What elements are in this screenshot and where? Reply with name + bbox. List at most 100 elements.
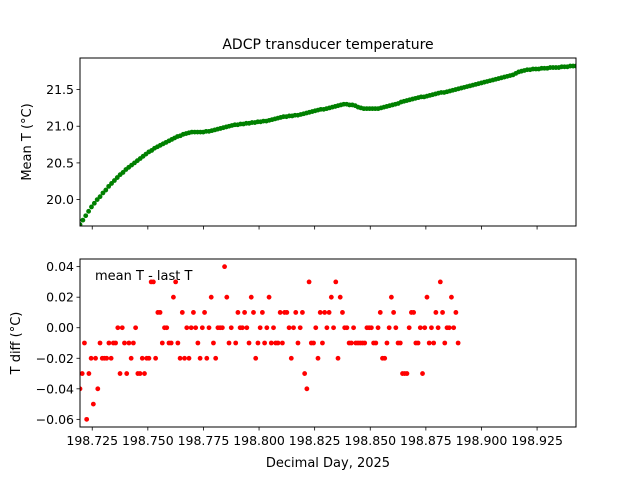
bottom-data-point xyxy=(88,355,94,361)
bottom-data-point xyxy=(119,325,125,331)
bottom-data-point xyxy=(333,279,339,285)
top-data-point xyxy=(573,63,576,69)
bottom-data-point xyxy=(213,355,219,361)
bottom-data-point xyxy=(133,325,139,331)
bottom-data-point xyxy=(315,355,321,361)
bottom-ytick-label: 0.04 xyxy=(46,259,74,274)
bottom-data-point xyxy=(386,325,392,331)
bottom-data-point xyxy=(351,325,356,331)
top-data-point xyxy=(80,217,86,223)
top-ytick-label: 21.0 xyxy=(46,119,74,134)
bottom-data-point xyxy=(93,355,98,361)
bottom-data-point xyxy=(193,325,199,331)
bottom-data-point xyxy=(128,355,134,361)
bottom-data-point xyxy=(251,310,256,315)
bottom-data-point xyxy=(300,310,305,315)
bottom-data-point xyxy=(335,355,341,361)
bottom-data-point xyxy=(191,310,196,315)
bottom-data-point xyxy=(80,371,85,376)
bottom-data-point xyxy=(411,310,417,315)
bottom-data-point xyxy=(228,325,234,331)
bottom-data-point xyxy=(208,294,214,300)
bottom-data-point xyxy=(424,294,430,300)
bottom-data-point xyxy=(151,279,156,285)
bottom-data-point xyxy=(146,355,152,361)
top-data-point xyxy=(86,208,91,214)
bottom-data-point xyxy=(393,325,399,331)
bottom-data-point xyxy=(437,279,443,285)
top-y-axis-label: Mean T (°C) xyxy=(20,103,35,180)
bottom-data-point xyxy=(179,310,185,315)
bottom-data-point xyxy=(449,294,454,300)
bottom-xtick-label: 198.850 xyxy=(344,433,396,448)
bottom-ytick-label: −0.02 xyxy=(36,351,74,366)
top-ytick-label: 20.5 xyxy=(46,155,74,170)
bottom-data-point xyxy=(80,386,83,392)
bottom-data-point xyxy=(324,325,330,331)
bottom-data-point xyxy=(431,340,437,346)
bottom-xtick-label: 198.725 xyxy=(66,433,118,448)
bottom-data-point xyxy=(415,340,421,346)
bottom-xtick-label: 198.900 xyxy=(456,433,508,448)
bottom-data-point xyxy=(280,340,285,346)
bottom-data-point xyxy=(97,340,103,346)
bottom-data-point xyxy=(375,325,381,331)
bottom-data-point xyxy=(451,325,457,331)
top-series xyxy=(80,63,576,226)
bottom-data-point xyxy=(171,294,176,300)
top-data-point xyxy=(89,204,94,210)
bottom-data-point xyxy=(362,340,368,346)
bottom-data-point xyxy=(248,294,254,300)
top-data-point xyxy=(91,200,97,206)
bottom-data-point xyxy=(219,325,225,331)
top-data-point xyxy=(106,183,112,189)
bottom-data-point xyxy=(406,325,412,331)
top-data-point xyxy=(120,170,126,175)
bottom-ytick-label: −0.04 xyxy=(36,381,74,396)
bottom-xtick-label: 198.875 xyxy=(400,433,452,448)
bottom-data-point xyxy=(266,294,272,300)
bottom-data-point xyxy=(344,325,350,331)
bottom-data-point xyxy=(86,371,92,376)
bottom-data-point xyxy=(397,340,403,346)
bottom-plot-area: −0.06 −0.04 −0.02 0.00 0.02 0.04 198.725 198.75… xyxy=(36,259,563,448)
bottom-data-point xyxy=(440,310,445,315)
bottom-data-point xyxy=(286,325,292,331)
bottom-data-point xyxy=(202,310,207,315)
bottom-data-point xyxy=(82,340,87,346)
top-data-point xyxy=(114,175,120,180)
bottom-data-point xyxy=(126,340,132,346)
bottom-data-point xyxy=(382,355,388,361)
bottom-data-point xyxy=(455,340,461,346)
bottom-data-point xyxy=(168,340,174,346)
bottom-data-point xyxy=(328,294,334,300)
bottom-data-point xyxy=(404,371,410,376)
bottom-data-point xyxy=(277,310,283,315)
bottom-data-point xyxy=(164,325,170,331)
bottom-data-point xyxy=(226,340,232,346)
top-data-point xyxy=(100,190,106,196)
bottom-data-point xyxy=(108,355,114,361)
bottom-data-point xyxy=(186,355,192,361)
bottom-data-point xyxy=(304,386,310,392)
bottom-data-point xyxy=(106,340,112,346)
bottom-y-axis-label: T diff (°C) xyxy=(9,312,24,376)
top-data-point xyxy=(94,197,100,202)
bottom-xtick-label: 198.925 xyxy=(511,433,563,448)
bottom-data-point xyxy=(124,371,130,376)
bottom-data-point xyxy=(384,340,390,346)
top-data-point xyxy=(83,213,89,219)
bottom-data-point xyxy=(175,340,181,346)
bottom-data-point xyxy=(295,340,301,346)
bottom-data-point xyxy=(159,340,165,346)
bottom-ytick-label: −0.06 xyxy=(36,412,74,427)
bottom-data-point xyxy=(297,325,303,331)
bottom-data-point xyxy=(233,340,239,346)
bottom-data-point xyxy=(391,310,397,315)
bottom-data-point xyxy=(429,325,434,331)
bottom-data-point xyxy=(117,371,123,376)
bottom-chart-annotation: mean T - last T xyxy=(95,269,192,284)
bottom-data-point xyxy=(326,310,332,315)
bottom-data-point xyxy=(420,371,425,376)
bottom-data-point xyxy=(426,340,432,346)
